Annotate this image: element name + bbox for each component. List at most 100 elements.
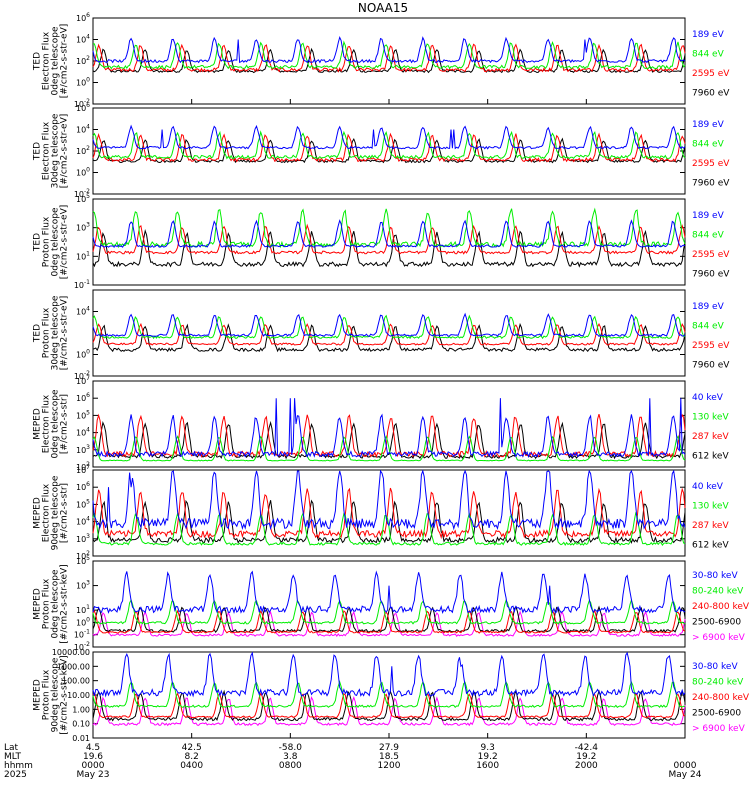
legend-entry: 7960 eV xyxy=(692,178,730,188)
x-tick-label-hhmm: 0800 xyxy=(279,761,302,771)
y-tick-label: 0.10 xyxy=(72,720,90,729)
series-line-blue xyxy=(92,35,686,64)
x-tick-label-lat: 27.9 xyxy=(379,743,399,753)
legend-entry: 844 eV xyxy=(692,321,725,331)
y-tick-label: 104 xyxy=(76,124,90,135)
y-axis-label: MEPEDProton Flux90deg telescope[#/cm2-s-… xyxy=(33,655,70,734)
x-tick-label-hhmm: 2000 xyxy=(575,761,598,771)
series-line-black xyxy=(92,47,686,74)
x-row-label: Lat xyxy=(4,743,19,753)
y-tick-label: 103 xyxy=(76,222,90,233)
y-axis-label: TEDElectron Flux0deg telescope[#/cm2-s-s… xyxy=(33,24,70,99)
plot-frame xyxy=(92,198,686,286)
series-line-black xyxy=(92,499,686,544)
y-tick-label: 100 xyxy=(76,77,90,88)
y-tick-label: 1.00 xyxy=(72,705,90,714)
y-tick-label: 104 xyxy=(76,306,90,317)
legend-entry: 287 keV xyxy=(692,432,729,442)
y-axis-label: MEPEDElectron Flux0deg telescope[#/cm2-s… xyxy=(33,389,70,459)
series-line-black xyxy=(92,420,686,460)
y-tick-label: 103 xyxy=(76,533,90,544)
series-line-green xyxy=(92,598,686,625)
legend-entry: 130 keV xyxy=(692,412,729,422)
legend-entry: 2595 eV xyxy=(692,250,730,260)
series-line-green xyxy=(92,314,686,340)
legend-entry: 2500-6900 xyxy=(692,709,741,719)
legend-entry: 40 keV xyxy=(692,393,724,403)
y-tick-label: 104 xyxy=(76,34,90,45)
y-axis-label: TEDProton Flux0deg telescope[#/cm2-s-str… xyxy=(33,205,70,280)
y-tick-label: 101 xyxy=(76,604,90,615)
panel-4: 104 100 10-2 TEDProton Flux30deg telescope[… xyxy=(33,289,730,381)
y-tick-label: 102 xyxy=(76,461,90,472)
legend-entry: 30-80 keV xyxy=(692,662,738,672)
y-tick-label: 1000.00 xyxy=(57,662,90,671)
series-line-blue xyxy=(92,219,686,249)
panels: 106 104 102 100 10-2 TEDElectron Flux0deg tel… xyxy=(33,12,750,743)
y-tick-label: 105 xyxy=(76,193,90,204)
x-row-label: MLT xyxy=(4,752,22,762)
legend-entry: 2500-6900 xyxy=(692,618,741,628)
series-line-green xyxy=(92,130,686,160)
x-tick-label-mlt: 19.6 xyxy=(83,752,103,762)
series-line-blue xyxy=(92,469,686,531)
panel-5: 107 106 105 104 103 102 MEPEDElectron Flux0deg… xyxy=(33,375,730,472)
x-tick-label-hhmm: 0000 xyxy=(82,761,105,771)
y-tick-label: 104 xyxy=(76,427,90,438)
plot-frame xyxy=(92,380,686,468)
y-tick-label: 105 xyxy=(76,555,90,566)
legend-entry: 189 eV xyxy=(692,120,725,130)
y-tick-label: 106 xyxy=(76,102,90,113)
legend-entry: 844 eV xyxy=(692,230,725,240)
y-tick-label: 107 xyxy=(76,464,90,475)
series-line-blue xyxy=(92,312,686,338)
x-tick-label-hhmm: 0000 xyxy=(674,761,697,771)
x-tick-label-lat: 42.5 xyxy=(182,743,202,753)
legend-entry: > 6900 keV xyxy=(692,724,746,734)
legend-entry: 2595 eV xyxy=(692,341,730,351)
series-line-green xyxy=(92,435,686,462)
series-line-blue xyxy=(92,398,686,459)
plot-frame xyxy=(92,469,686,557)
series-line-red xyxy=(92,132,686,163)
x-tick-label-mlt: 19.2 xyxy=(478,752,498,762)
x-tick-label-mlt: 3.8 xyxy=(283,752,298,762)
y-tick-label: 10.00 xyxy=(67,691,90,700)
panel-8: 10000.00 1000.00 100.00 10.00 1.00 0.10 0.01ME… xyxy=(33,648,750,743)
y-tick-label: 105 xyxy=(76,498,90,509)
y-axis-label: MEPEDProton Flux0deg telescope[#/cm2-s-s… xyxy=(33,564,70,643)
legend-entry: 844 eV xyxy=(692,139,725,149)
y-axis-label: MEPEDElectron Flux90deg telescope[#/cm2-… xyxy=(33,475,70,550)
legend-entry: 189 eV xyxy=(692,211,725,221)
legend-entry: 612 keV xyxy=(692,540,729,550)
series-line-green xyxy=(92,680,686,709)
series-line-red xyxy=(92,609,686,634)
y-tick-label: 0.01 xyxy=(72,734,90,743)
y-tick-label: 10-2 xyxy=(74,370,90,381)
y-tick-label: 104 xyxy=(76,516,90,527)
legend-entry: 130 keV xyxy=(692,501,729,511)
y-tick-label: 100 xyxy=(76,616,90,627)
legend-entry: 189 eV xyxy=(692,302,725,312)
plot-frame xyxy=(92,560,686,648)
y-axis-label: TEDElectron Flux30deg telescope[#/cm2-s-… xyxy=(33,113,70,188)
x-tick-label-hhmm: 0400 xyxy=(180,761,203,771)
y-tick-label: 102 xyxy=(76,55,90,66)
series-line-black xyxy=(92,228,686,268)
x-tick-label-hhmm: 1600 xyxy=(476,761,499,771)
y-tick-label: 100.00 xyxy=(62,677,90,686)
y-tick-label: 10-2 xyxy=(74,98,90,109)
series-line-red xyxy=(92,413,686,459)
panel-6: 107 106 105 104 103 102 MEPEDElectron Flux90de… xyxy=(33,464,730,561)
x-row-label: hhmm xyxy=(4,761,33,771)
series-line-green xyxy=(93,40,686,70)
y-tick-label: 100 xyxy=(76,349,90,360)
series-line-red xyxy=(92,43,686,73)
legend-entry: 240-800 keV xyxy=(692,693,750,703)
legend-entry: > 6900 keV xyxy=(692,633,746,643)
y-tick-label: 10-1 xyxy=(74,279,90,290)
series-line-red xyxy=(92,487,686,540)
legend-entry: 2595 eV xyxy=(692,159,730,169)
series-line-blue xyxy=(92,570,686,614)
